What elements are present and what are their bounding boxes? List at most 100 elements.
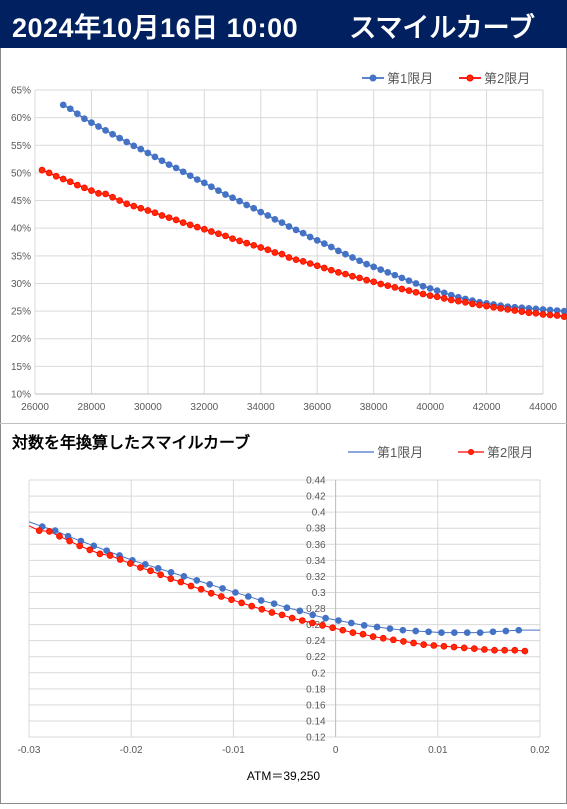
data-point-2 xyxy=(483,302,490,310)
data-point-1 xyxy=(193,176,201,183)
series-line-2 xyxy=(41,169,567,318)
data-point-1 xyxy=(208,183,215,191)
data-point-1 xyxy=(309,611,317,619)
log-smile-curve-chart: 0.12 0.14 0.16 0.18 0.2 0.22 0.24 0.26 0.28 0.3 0.… xyxy=(18,445,551,756)
data-point-2 xyxy=(426,292,434,299)
data-point-2 xyxy=(419,290,427,298)
data-point-1 xyxy=(51,527,59,534)
data-point-1 xyxy=(66,105,74,113)
data-point-2 xyxy=(369,633,377,640)
data-point-2 xyxy=(539,311,547,318)
data-point-2 xyxy=(187,582,195,590)
data-point-1 xyxy=(144,149,152,157)
data-point-1 xyxy=(250,204,258,212)
y-tick-label: 0.18 xyxy=(306,684,326,695)
chart-panel-2: 対数を年換算したスマイルカーブ 0.12 0.14 0.16 0.18 0.2 0.22 0… xyxy=(0,423,567,804)
data-point-2 xyxy=(349,629,357,636)
header-banner: 2024年10月16日 10:00 スマイルカーブ xyxy=(0,0,567,48)
y-tick-label: 0.26 xyxy=(306,620,326,631)
data-point-2 xyxy=(278,611,286,619)
data-point-1 xyxy=(373,623,381,631)
y-tick-label: 0.42 xyxy=(306,492,326,503)
data-point-2 xyxy=(356,274,363,282)
data-point-1 xyxy=(90,542,98,550)
data-point-1 xyxy=(363,260,370,268)
data-point-1 xyxy=(335,617,342,624)
data-point-2 xyxy=(450,643,458,651)
data-point-1 xyxy=(283,604,291,612)
data-point-2 xyxy=(460,644,468,652)
data-point-1 xyxy=(179,168,187,176)
data-point-2 xyxy=(193,223,201,231)
legend-marker-1 xyxy=(369,74,377,82)
data-point-1 xyxy=(419,282,427,290)
data-point-2 xyxy=(116,556,124,563)
data-point-1 xyxy=(440,289,448,297)
data-point-2 xyxy=(81,184,88,192)
y-tick-label: 0.3 xyxy=(312,588,326,599)
data-point-1 xyxy=(103,547,111,555)
data-point-1 xyxy=(296,607,304,615)
y-tick-label: 30% xyxy=(11,279,31,290)
data-point-2 xyxy=(292,256,300,264)
data-point-1 xyxy=(232,589,239,596)
data-point-2 xyxy=(165,214,173,222)
legend-label-2: 第2限月 xyxy=(484,71,530,86)
data-point-2 xyxy=(76,542,84,550)
legend-label-2: 第2限月 xyxy=(487,445,533,460)
data-point-2 xyxy=(229,235,236,243)
data-point-2 xyxy=(137,204,145,212)
data-point-1 xyxy=(165,161,173,168)
data-point-2 xyxy=(497,304,505,312)
data-point-2 xyxy=(481,646,488,653)
x-tick-label: -0.03 xyxy=(18,745,41,756)
data-point-2 xyxy=(66,178,74,186)
data-point-1 xyxy=(335,247,342,255)
y-tick-label: 0.22 xyxy=(306,652,326,663)
smile-curve-chart: 10% 15% 20% 25% 30% 35% 40% 45% 50% 55% 60% 65% 2600… xyxy=(11,71,567,413)
data-point-2 xyxy=(285,254,293,261)
y-tick-label: 25% xyxy=(11,307,31,318)
data-point-2 xyxy=(313,262,321,270)
legend-label-1: 第1限月 xyxy=(387,71,433,86)
x-tick-label: -0.02 xyxy=(120,745,143,756)
data-point-1 xyxy=(244,593,252,600)
y-tick-label: 10% xyxy=(11,390,31,401)
data-point-2 xyxy=(339,626,347,634)
x-tick-label: 0 xyxy=(333,745,339,756)
data-point-2 xyxy=(491,646,498,654)
data-point-2 xyxy=(384,282,392,290)
data-point-2 xyxy=(420,641,428,648)
data-point-2 xyxy=(116,197,124,204)
data-point-2 xyxy=(553,312,561,319)
data-point-1 xyxy=(206,581,214,588)
data-point-1 xyxy=(299,229,307,237)
data-point-2 xyxy=(96,550,104,558)
data-point-1 xyxy=(123,138,131,146)
data-point-2 xyxy=(123,200,131,208)
y-tick-label: 40% xyxy=(11,224,31,235)
data-point-1 xyxy=(81,115,88,123)
data-point-2 xyxy=(73,181,81,189)
data-point-2 xyxy=(433,293,441,301)
data-point-2 xyxy=(95,190,102,197)
data-point-2 xyxy=(398,285,406,293)
data-point-2 xyxy=(511,307,519,314)
data-point-1 xyxy=(193,577,201,584)
data-point-2 xyxy=(144,207,152,214)
data-point-1 xyxy=(438,629,445,636)
data-point-2 xyxy=(243,239,251,247)
data-point-1 xyxy=(412,627,420,635)
data-point-1 xyxy=(88,119,95,126)
header-title: スマイルカーブ xyxy=(349,13,535,43)
data-point-1 xyxy=(285,223,293,230)
data-point-2 xyxy=(137,564,144,571)
data-point-2 xyxy=(258,605,266,613)
data-point-1 xyxy=(399,626,407,634)
data-point-2 xyxy=(379,634,387,642)
data-point-1 xyxy=(322,614,329,622)
data-point-1 xyxy=(370,263,378,271)
data-point-1 xyxy=(236,197,243,205)
data-point-1 xyxy=(515,626,523,634)
data-point-2 xyxy=(278,250,286,258)
